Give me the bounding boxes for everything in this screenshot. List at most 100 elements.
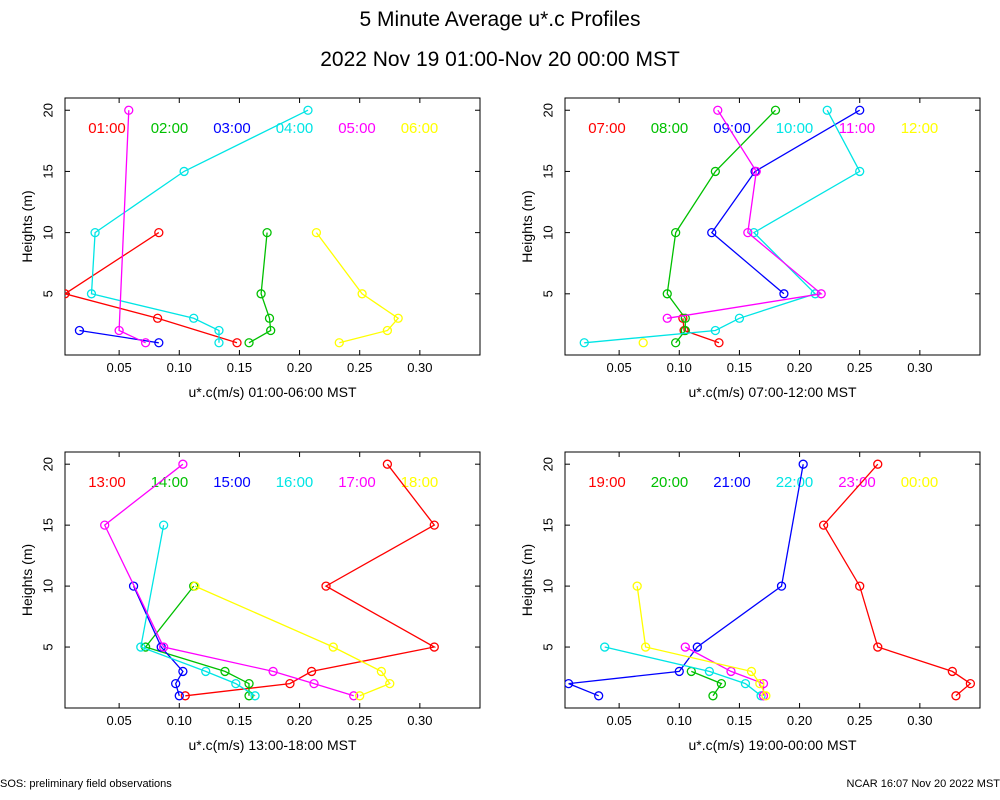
data-point-2300	[726, 666, 736, 677]
y-tick-label: 20	[40, 457, 55, 471]
legend-entry-0700: 07:00	[588, 120, 626, 137]
series-line-1300	[185, 463, 437, 697]
data-point-1600	[231, 678, 241, 689]
x-tick-label: 0.25	[347, 713, 372, 728]
data-point-2100	[674, 666, 684, 677]
x-axis-label: u*.c(m/s) 13:00-18:00 MST	[188, 737, 357, 753]
series-line-2200	[604, 646, 762, 697]
data-point-1400	[244, 678, 254, 689]
panel-2: 0.05 0.10 0.15 0.20 0.25 0.30 5 10 15 20 u*.c(m/s)…	[519, 97, 981, 400]
legend-entry-1800: 18:00	[401, 474, 439, 491]
data-point-1900	[947, 666, 957, 677]
x-tick-label: 0.25	[347, 360, 372, 375]
y-axis-label: Heights (m)	[19, 190, 35, 262]
legend-entry-1900: 19:00	[588, 474, 626, 491]
data-point-0800	[671, 227, 681, 238]
legend-entry-1600: 16:00	[276, 474, 314, 491]
y-tick-label: 5	[40, 290, 55, 297]
data-point-1000	[579, 338, 589, 348]
data-point-1900	[873, 642, 883, 652]
data-point-0000	[632, 581, 642, 591]
data-point-1800	[376, 666, 387, 677]
data-point-2200	[600, 642, 610, 652]
data-point-0800	[662, 289, 672, 299]
series-line-0500	[118, 110, 146, 344]
data-point-1300	[321, 581, 331, 591]
data-point-0200	[256, 289, 266, 299]
legend-entry-0600: 06:00	[401, 120, 439, 137]
data-point-1500	[171, 678, 181, 689]
data-point-0800	[680, 313, 690, 323]
data-point-2100	[594, 691, 604, 701]
x-axis-label: u*.c(m/s) 07:00-12:00 MST	[688, 384, 857, 400]
y-axis-label: Heights (m)	[519, 190, 535, 262]
series-line-0600	[315, 232, 400, 344]
data-point-0100	[152, 313, 163, 323]
x-tick-label: 0.30	[907, 360, 932, 375]
x-tick-label: 0.20	[287, 360, 312, 375]
series-line-1700	[103, 463, 354, 697]
y-tick-label: 10	[540, 225, 555, 239]
legend-entry-0200: 02:00	[151, 120, 189, 137]
legend-entry-2200: 22:00	[776, 474, 814, 491]
data-point-0000	[755, 678, 765, 689]
series-line-0400	[90, 109, 309, 343]
data-point-1300	[180, 691, 190, 701]
panel-3: 0.05 0.10 0.15 0.20 0.25 0.30 5 10 15 20 u*.c(m/s)…	[19, 451, 481, 753]
data-point-1300	[306, 666, 317, 677]
footer-right-note: NCAR 16:07 Nov 20 2022 MST	[846, 778, 1000, 790]
data-point-2100	[692, 642, 702, 652]
series-line-0100	[65, 232, 238, 344]
footer-left-note: SOS: preliminary field observations	[0, 778, 172, 790]
figure-title: 5 Minute Average u*.c Profiles	[360, 8, 641, 31]
data-point-2300	[680, 642, 690, 652]
data-point-0500	[114, 325, 124, 336]
legend-entry-2000: 20:00	[651, 474, 689, 491]
data-point-0800	[710, 166, 721, 177]
data-point-0400	[303, 105, 313, 115]
x-tick-label: 0.25	[847, 360, 872, 375]
data-point-0200	[266, 325, 276, 336]
series-line-1900	[822, 463, 972, 697]
data-point-0300	[154, 338, 164, 348]
x-tick-label: 0.05	[106, 360, 131, 375]
y-tick-label: 5	[540, 290, 555, 297]
data-point-0400	[214, 338, 224, 348]
x-tick-label: 0.15	[727, 713, 752, 728]
x-tick-label: 0.20	[787, 713, 812, 728]
data-point-0500	[140, 338, 151, 348]
data-point-2200	[704, 666, 714, 677]
y-tick-label: 5	[40, 643, 55, 650]
data-point-1300	[285, 678, 295, 689]
data-point-0200	[262, 227, 272, 238]
x-tick-label: 0.10	[167, 360, 192, 375]
y-tick-label: 15	[40, 164, 55, 178]
panel-1: 0.05 0.10 0.15 0.20 0.25 0.30 5 10 15 20 u*.c(m/s)…	[19, 97, 481, 400]
y-tick-label: 20	[40, 103, 55, 117]
y-tick-label: 20	[540, 457, 555, 471]
legend-entry-2100: 21:00	[713, 474, 751, 491]
legend-entry-0300: 03:00	[213, 120, 251, 137]
legend-entry-0100: 01:00	[88, 120, 126, 137]
data-point-1100	[713, 105, 723, 115]
x-tick-label: 0.30	[407, 360, 432, 375]
data-point-0600	[393, 313, 403, 323]
data-point-2100	[798, 459, 808, 469]
data-point-1500	[174, 691, 184, 701]
data-point-0600	[357, 289, 367, 299]
data-point-0000	[746, 666, 757, 677]
data-point-1900	[951, 691, 961, 701]
data-point-0900	[855, 105, 865, 115]
legend-entry-0500: 05:00	[338, 120, 376, 137]
data-point-1000	[749, 227, 759, 238]
y-axis-label: Heights (m)	[519, 544, 535, 616]
data-point-1300	[429, 520, 439, 530]
data-point-1800	[355, 691, 365, 701]
data-point-0600	[311, 227, 322, 238]
legend-entry-1100: 11:00	[839, 120, 875, 137]
x-axis-label: u*.c(m/s) 01:00-06:00 MST	[188, 384, 357, 400]
y-tick-label: 10	[40, 579, 55, 593]
data-point-1700	[268, 666, 278, 677]
data-point-0100	[232, 338, 242, 348]
